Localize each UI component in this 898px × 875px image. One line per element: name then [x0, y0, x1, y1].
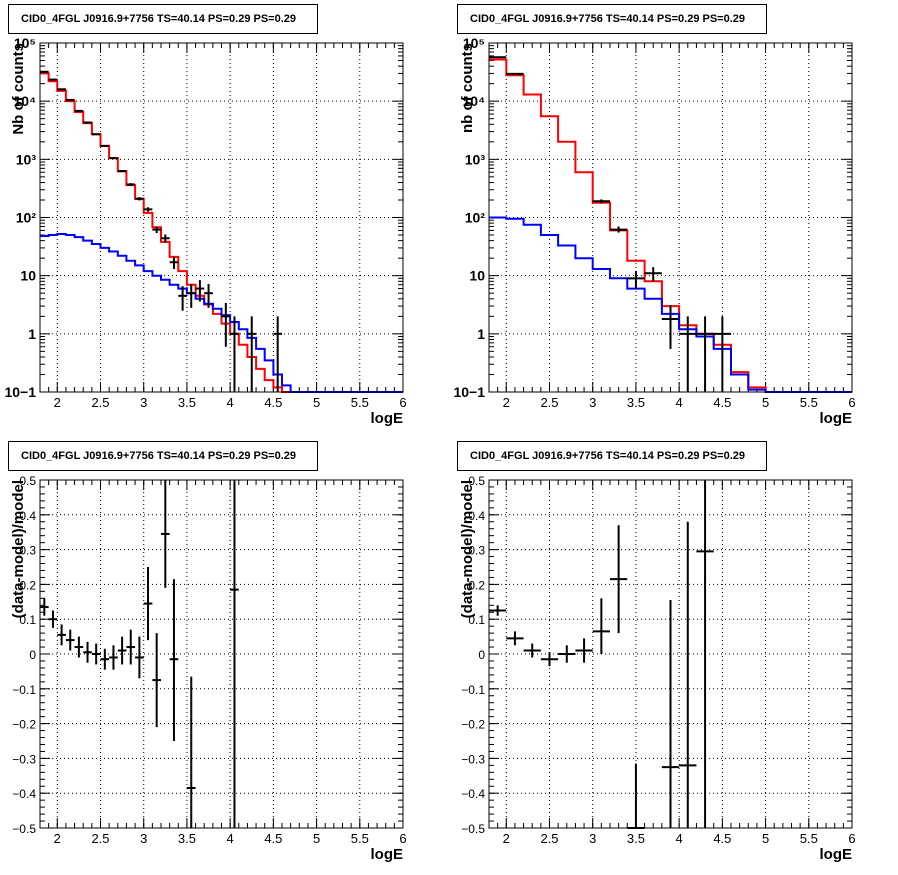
bottom-right-x-tick-label: 4.5 — [713, 831, 731, 846]
bottom-left-x-tick-label: 4.5 — [264, 831, 282, 846]
top-right-y-axis-label: nb of counts — [459, 43, 476, 133]
bottom-right-x-tick-label: 2.5 — [540, 831, 558, 846]
top-right-x-axis-label: logE — [820, 410, 853, 427]
bottom-left-y-tick-label: −0.5 — [12, 822, 36, 836]
bottom-right-x-tick-label: 3 — [589, 831, 596, 846]
bottom-left-y-tick-label: 0.1 — [19, 613, 36, 627]
top-right-x-tick-label: 3.5 — [627, 395, 645, 410]
top-right-y-tick-label: 10³ — [465, 151, 486, 167]
top-right-x-tick-label: 2 — [503, 395, 510, 410]
top-left-x-tick-label: 4.5 — [264, 395, 282, 410]
top-right-x-tick-label: 5.5 — [800, 395, 818, 410]
top-left-x-tick-label: 2.5 — [91, 395, 109, 410]
bottom-right-y-tick-label: 0.5 — [468, 474, 485, 488]
top-right-x-tick-label: 2.5 — [540, 395, 558, 410]
bottom-right-y-tick-label: 0 — [478, 648, 485, 662]
bottom-right-y-tick-label: 0.2 — [468, 578, 485, 592]
top-right-x-tick-label: 3 — [589, 395, 596, 410]
top-left-x-tick-label: 5 — [313, 395, 320, 410]
bottom-left-x-tick-label: 4 — [227, 831, 234, 846]
top-left-y-tick-label: 1 — [28, 326, 36, 342]
top-right-x-tick-label: 6 — [848, 395, 855, 410]
bottom-left-x-tick-label: 2.5 — [91, 831, 109, 846]
bottom-left-y-tick-label: 0 — [29, 648, 36, 662]
bottom-right-x-tick-label: 3.5 — [627, 831, 645, 846]
bottom-left-y-tick-label: −0.3 — [12, 752, 36, 766]
top-left-x-tick-label: 6 — [399, 395, 406, 410]
panel-title-top-left: CID0_4FGL J0916.9+7756 TS=40.14 PS=0.29 … — [8, 4, 318, 34]
top-left-y-tick-label: 10³ — [16, 151, 37, 167]
top-left-series-1-histogram — [40, 233, 403, 393]
panel-title-top-right: CID0_4FGL J0916.9+7756 TS=40.14 PS=0.29 … — [457, 4, 767, 34]
bottom-right-x-tick-label: 2 — [503, 831, 510, 846]
bottom-left-plot-frame — [39, 479, 404, 829]
top-left-x-tick-label: 3.5 — [178, 395, 196, 410]
bottom-right-y-tick-label: −0.1 — [461, 683, 485, 697]
top-right-x-tick-label: 4 — [676, 395, 683, 410]
bottom-left-y-tick-label: 0.4 — [19, 509, 36, 523]
bottom-left-y-axis-label: (data-model)/model — [10, 480, 27, 618]
top-right-y-tick-label: 10⁵ — [463, 35, 485, 51]
bottom-right-y-tick-label: 0.3 — [468, 544, 485, 558]
top-right-x-tick-label: 4.5 — [713, 395, 731, 410]
bottom-left-y-tick-label: −0.2 — [12, 718, 36, 732]
top-right-plot-frame — [488, 42, 853, 393]
bottom-right-x-tick-label: 6 — [848, 831, 855, 846]
bottom-left-x-tick-label: 5 — [313, 831, 320, 846]
bottom-right-y-tick-label: 0.1 — [468, 613, 485, 627]
bottom-left-x-tick-label: 6 — [399, 831, 406, 846]
bottom-right-y-axis-label: (data-model)/model — [459, 480, 476, 618]
bottom-left-y-tick-label: 0.2 — [19, 578, 36, 592]
bottom-right-y-tick-label: −0.4 — [461, 787, 485, 801]
bottom-right-x-tick-label: 4 — [676, 831, 683, 846]
top-right-y-tick-label: 10−1 — [453, 384, 485, 400]
top-left-series-0-histogram — [40, 72, 403, 393]
bottom-left-y-tick-label: −0.1 — [12, 683, 36, 697]
bottom-left-y-tick-label: 0.5 — [19, 474, 36, 488]
top-right-series-1-histogram — [489, 216, 852, 393]
bottom-right-panel: 2 2.5 3 3.5 4 4.5 5 5.5 6 −0.5 −0.4 −0.3 −0.2 −0.1 0 0.… — [459, 474, 856, 863]
top-left-x-tick-label: 2 — [54, 395, 61, 410]
bottom-right-y-tick-label: −0.2 — [461, 718, 485, 732]
top-right-x-tick-label: 5 — [762, 395, 769, 410]
top-left-y-axis-label: Nb of counts — [10, 43, 27, 135]
bottom-left-y-tick-label: 0.3 — [19, 544, 36, 558]
bottom-left-y-tick-label: −0.4 — [12, 787, 36, 801]
top-left-y-tick-label: 10⁵ — [14, 35, 36, 51]
bottom-right-x-tick-label: 5 — [762, 831, 769, 846]
top-right-panel: 2 2.5 3 3.5 4 4.5 5 5.5 6 10−1 1 10 10² 10³ 10⁴ 10⁵ logE… — [453, 35, 855, 427]
top-left-x-tick-label: 5.5 — [351, 395, 369, 410]
top-left-y-tick-label: 10−1 — [4, 384, 36, 400]
top-left-y-tick-label: 10⁴ — [14, 93, 37, 109]
bottom-right-plot-frame — [488, 479, 853, 829]
bottom-left-x-tick-label: 3 — [140, 831, 147, 846]
top-left-panel: 2 2.5 3 3.5 4 4.5 5 5.5 6 10−1 1 10 10² 10³ 10⁴ 10⁵ logE… — [4, 35, 406, 427]
bottom-right-y-tick-label: 0.4 — [468, 509, 485, 523]
bottom-left-panel: 2 2.5 3 3.5 4 4.5 5 5.5 6 −0.5 −0.4 −0.3 −0.2 −0.1 0 0.… — [10, 474, 407, 863]
top-right-y-tick-label: 10 — [469, 268, 485, 284]
top-right-y-tick-label: 10⁴ — [463, 93, 486, 109]
bottom-left-x-tick-label: 5.5 — [351, 831, 369, 846]
bottom-left-x-axis-label: logE — [371, 846, 404, 863]
top-left-y-tick-label: 10² — [16, 210, 37, 226]
panel-title-bottom-left: CID0_4FGL J0916.9+7756 TS=40.14 PS=0.29 … — [8, 441, 318, 471]
bottom-right-x-axis-label: logE — [820, 846, 853, 863]
top-right-y-tick-label: 10² — [465, 210, 486, 226]
bottom-right-x-tick-label: 5.5 — [800, 831, 818, 846]
top-left-x-axis-label: logE — [371, 410, 404, 427]
top-left-x-tick-label: 3 — [140, 395, 147, 410]
top-left-y-tick-label: 10 — [20, 268, 36, 284]
bottom-left-x-tick-label: 2 — [54, 831, 61, 846]
bottom-right-y-tick-label: −0.5 — [461, 822, 485, 836]
bottom-right-y-tick-label: −0.3 — [461, 752, 485, 766]
bottom-left-x-tick-label: 3.5 — [178, 831, 196, 846]
top-left-plot-frame — [39, 42, 404, 393]
panel-title-bottom-right: CID0_4FGL J0916.9+7756 TS=40.14 PS=0.29 … — [457, 441, 767, 471]
top-right-y-tick-label: 1 — [477, 326, 485, 342]
top-left-x-tick-label: 4 — [227, 395, 234, 410]
